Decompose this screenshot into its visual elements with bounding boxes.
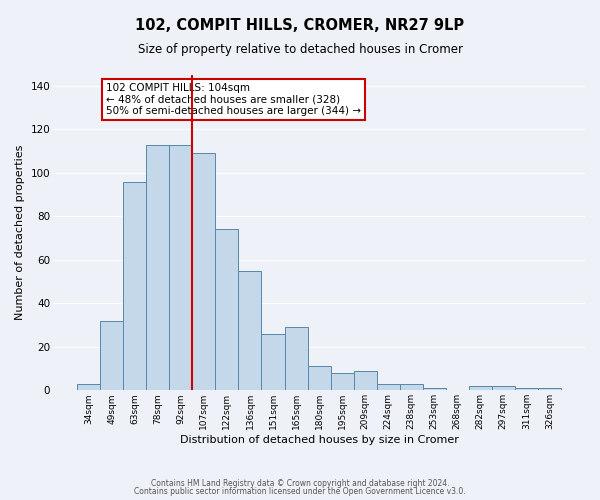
Text: Size of property relative to detached houses in Cromer: Size of property relative to detached ho…: [137, 42, 463, 56]
Bar: [538, 388, 561, 390]
Y-axis label: Number of detached properties: Number of detached properties: [15, 145, 25, 320]
Text: Contains HM Land Registry data © Crown copyright and database right 2024.: Contains HM Land Registry data © Crown c…: [151, 478, 449, 488]
Bar: [377, 384, 400, 390]
Bar: [469, 386, 492, 390]
Bar: [331, 373, 353, 390]
Bar: [238, 270, 262, 390]
Bar: [515, 388, 538, 390]
Text: 102, COMPIT HILLS, CROMER, NR27 9LP: 102, COMPIT HILLS, CROMER, NR27 9LP: [136, 18, 464, 32]
Bar: [284, 327, 308, 390]
Bar: [400, 384, 422, 390]
Bar: [100, 320, 124, 390]
Bar: [215, 230, 238, 390]
Bar: [193, 154, 215, 390]
Text: Contains public sector information licensed under the Open Government Licence v3: Contains public sector information licen…: [134, 487, 466, 496]
Bar: [353, 370, 377, 390]
Bar: [169, 144, 193, 390]
X-axis label: Distribution of detached houses by size in Cromer: Distribution of detached houses by size …: [179, 435, 458, 445]
Bar: [308, 366, 331, 390]
Bar: [492, 386, 515, 390]
Text: 102 COMPIT HILLS: 104sqm
← 48% of detached houses are smaller (328)
50% of semi-: 102 COMPIT HILLS: 104sqm ← 48% of detach…: [106, 83, 361, 116]
Bar: [262, 334, 284, 390]
Bar: [77, 384, 100, 390]
Bar: [146, 144, 169, 390]
Bar: [422, 388, 446, 390]
Bar: [124, 182, 146, 390]
